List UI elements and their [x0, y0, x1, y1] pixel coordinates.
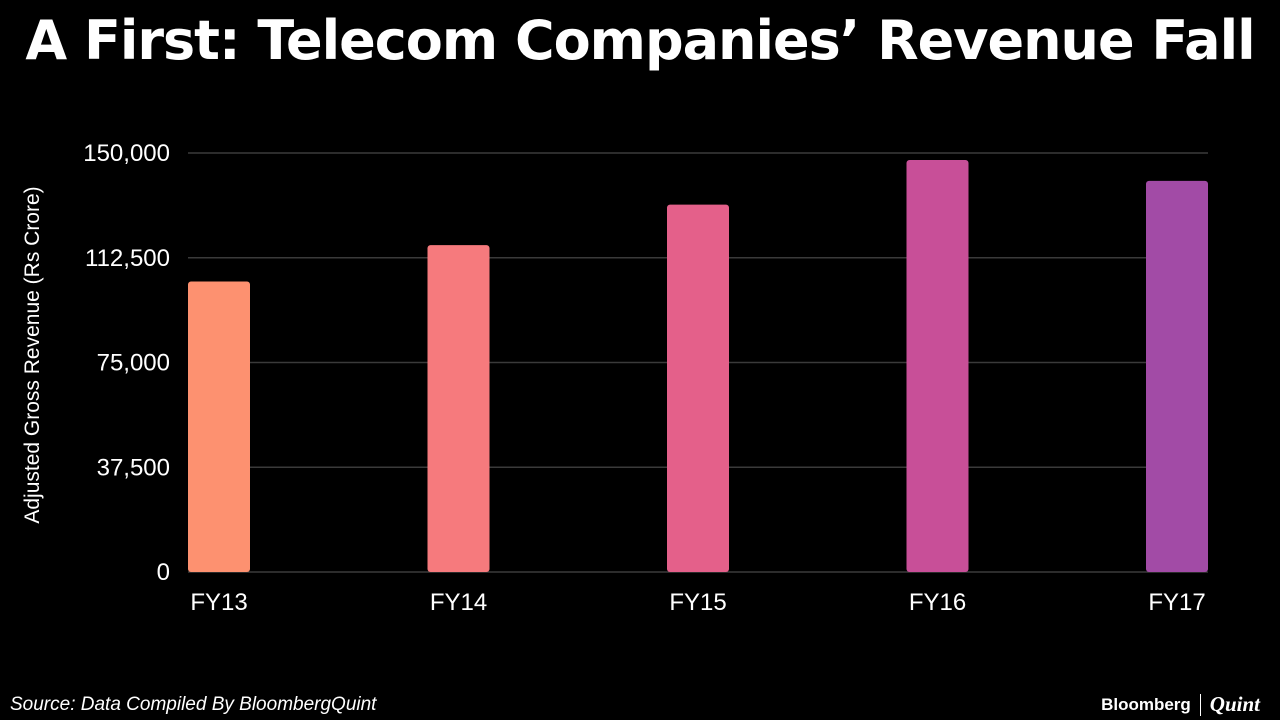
y-tick-label: 150,000: [83, 140, 170, 167]
chart-title: A First: Telecom Companies’ Revenue Fall: [25, 9, 1255, 72]
y-axis-ticks: 0 37,500 75,000 112,500 150,000: [83, 140, 170, 586]
y-tick-label: 75,000: [97, 350, 170, 377]
y-tick-label: 0: [157, 559, 170, 586]
x-axis-ticks: FY13 FY14 FY15 FY16 FY17: [190, 589, 1205, 616]
bar-fy15: [667, 204, 729, 572]
y-axis-label: Adjusted Gross Revenue (Rs Crore): [21, 186, 44, 523]
bar-fy13: [188, 281, 250, 572]
bars: [188, 159, 1208, 572]
bar-fy16: [906, 159, 969, 572]
x-tick-label: FY17: [1148, 589, 1205, 616]
bar-fy14: [427, 245, 490, 572]
x-tick-label: FY16: [909, 589, 966, 616]
y-tick-label: 37,500: [97, 454, 170, 481]
x-tick-label: FY13: [190, 589, 247, 616]
brand-logo: Bloomberg Quint: [1101, 692, 1260, 717]
brand-name: Bloomberg: [1101, 694, 1191, 714]
x-tick-label: FY14: [430, 589, 487, 616]
source-note: Source: Data Compiled By BloombergQuint: [10, 694, 377, 715]
brand-sub: Quint: [1209, 692, 1260, 716]
y-tick-label: 112,500: [85, 245, 170, 272]
x-tick-label: FY15: [669, 589, 726, 616]
bar-fy17: [1146, 180, 1208, 572]
brand-divider: [1199, 693, 1201, 716]
